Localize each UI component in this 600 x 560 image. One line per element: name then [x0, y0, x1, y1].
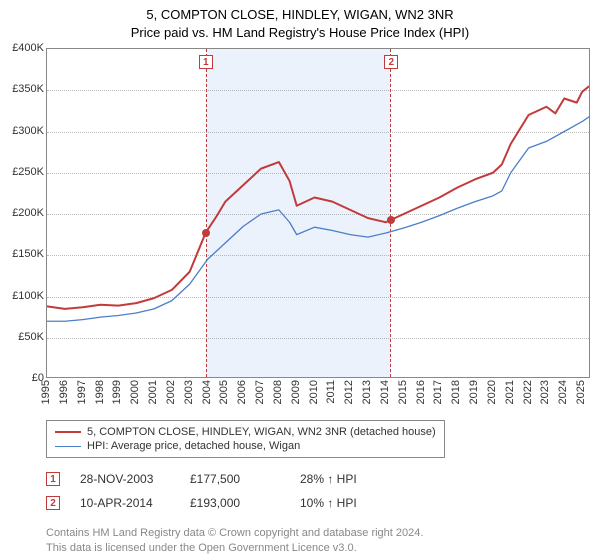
sale-marker-1-dot — [202, 229, 210, 237]
credits-line-2: This data is licensed under the Open Gov… — [46, 541, 423, 556]
x-axis-label: 2010 — [308, 380, 320, 404]
x-axis-label: 1997 — [76, 380, 88, 404]
x-axis-label: 2009 — [290, 380, 302, 404]
y-axis-label: £0 — [0, 372, 44, 384]
y-axis-label: £350K — [0, 83, 44, 95]
x-axis-label: 2012 — [343, 380, 355, 404]
credits-line-1: Contains HM Land Registry data © Crown c… — [46, 526, 423, 541]
sale-row-1: 1 28-NOV-2003 £177,500 28% ↑ HPI — [46, 472, 390, 486]
x-axis-label: 2004 — [201, 380, 213, 404]
sale-price-2: £193,000 — [190, 496, 280, 510]
x-axis-label: 2011 — [325, 380, 337, 404]
sale-date-2: 10-APR-2014 — [80, 496, 170, 510]
y-axis-label: £400K — [0, 42, 44, 54]
x-axis-label: 2024 — [557, 380, 569, 404]
plot: 12 — [46, 48, 590, 378]
credits: Contains HM Land Registry data © Crown c… — [46, 526, 423, 556]
y-axis-label: £100K — [0, 290, 44, 302]
x-axis-label: 2000 — [129, 380, 141, 404]
y-axis-label: £50K — [0, 331, 44, 343]
y-axis-label: £300K — [0, 125, 44, 137]
sale-delta-1: 28% ↑ HPI — [300, 472, 390, 486]
x-axis-label: 2017 — [432, 380, 444, 404]
sale-marker-1-flag: 1 — [199, 55, 213, 69]
sale-marker-2-dot — [387, 216, 395, 224]
x-axis-label: 2014 — [379, 380, 391, 404]
x-axis-label: 2005 — [218, 380, 230, 404]
x-axis-label: 1998 — [94, 380, 106, 404]
x-axis-label: 2018 — [450, 380, 462, 404]
y-axis-label: £250K — [0, 166, 44, 178]
series-price_paid — [47, 86, 589, 309]
sale-delta-2: 10% ↑ HPI — [300, 496, 390, 510]
series-hpi — [47, 117, 589, 322]
legend-label-hpi: HPI: Average price, detached house, Wiga… — [87, 440, 300, 452]
x-axis-label: 2022 — [522, 380, 534, 404]
x-axis-label: 2007 — [254, 380, 266, 404]
x-axis-label: 2006 — [236, 380, 248, 404]
x-axis-label: 2003 — [183, 380, 195, 404]
sale-marker-2-flag: 2 — [384, 55, 398, 69]
series-svg — [47, 49, 590, 378]
y-axis-label: £200K — [0, 207, 44, 219]
x-axis-label: 2019 — [468, 380, 480, 404]
legend-swatch-price — [55, 431, 81, 433]
chart-container: 5, COMPTON CLOSE, HINDLEY, WIGAN, WN2 3N… — [0, 0, 600, 560]
x-axis-label: 2002 — [165, 380, 177, 404]
x-axis-label: 2008 — [272, 380, 284, 404]
x-axis-label: 1995 — [40, 380, 52, 404]
legend-row-hpi: HPI: Average price, detached house, Wiga… — [55, 439, 436, 453]
sale-marker-1-icon: 1 — [46, 472, 60, 486]
x-axis-label: 2023 — [539, 380, 551, 404]
x-axis-label: 2015 — [397, 380, 409, 404]
x-axis-label: 1996 — [58, 380, 70, 404]
legend-row-price: 5, COMPTON CLOSE, HINDLEY, WIGAN, WN2 3N… — [55, 425, 436, 439]
y-axis-label: £150K — [0, 248, 44, 260]
x-axis-label: 1999 — [111, 380, 123, 404]
sale-row-2: 2 10-APR-2014 £193,000 10% ↑ HPI — [46, 496, 390, 510]
sale-marker-2-icon: 2 — [46, 496, 60, 510]
title-line-2: Price paid vs. HM Land Registry's House … — [0, 24, 600, 42]
sale-price-1: £177,500 — [190, 472, 280, 486]
chart-area: 12 — [46, 48, 590, 378]
title-block: 5, COMPTON CLOSE, HINDLEY, WIGAN, WN2 3N… — [0, 0, 600, 41]
x-axis-label: 2020 — [486, 380, 498, 404]
title-line-1: 5, COMPTON CLOSE, HINDLEY, WIGAN, WN2 3N… — [0, 6, 600, 24]
x-axis-label: 2013 — [361, 380, 373, 404]
x-axis-label: 2016 — [415, 380, 427, 404]
sale-date-1: 28-NOV-2003 — [80, 472, 170, 486]
legend-swatch-hpi — [55, 446, 81, 447]
x-axis-label: 2021 — [504, 380, 516, 404]
x-axis-label: 2001 — [147, 380, 159, 404]
x-axis-label: 2025 — [575, 380, 587, 404]
legend: 5, COMPTON CLOSE, HINDLEY, WIGAN, WN2 3N… — [46, 420, 445, 458]
legend-label-price: 5, COMPTON CLOSE, HINDLEY, WIGAN, WN2 3N… — [87, 426, 436, 438]
